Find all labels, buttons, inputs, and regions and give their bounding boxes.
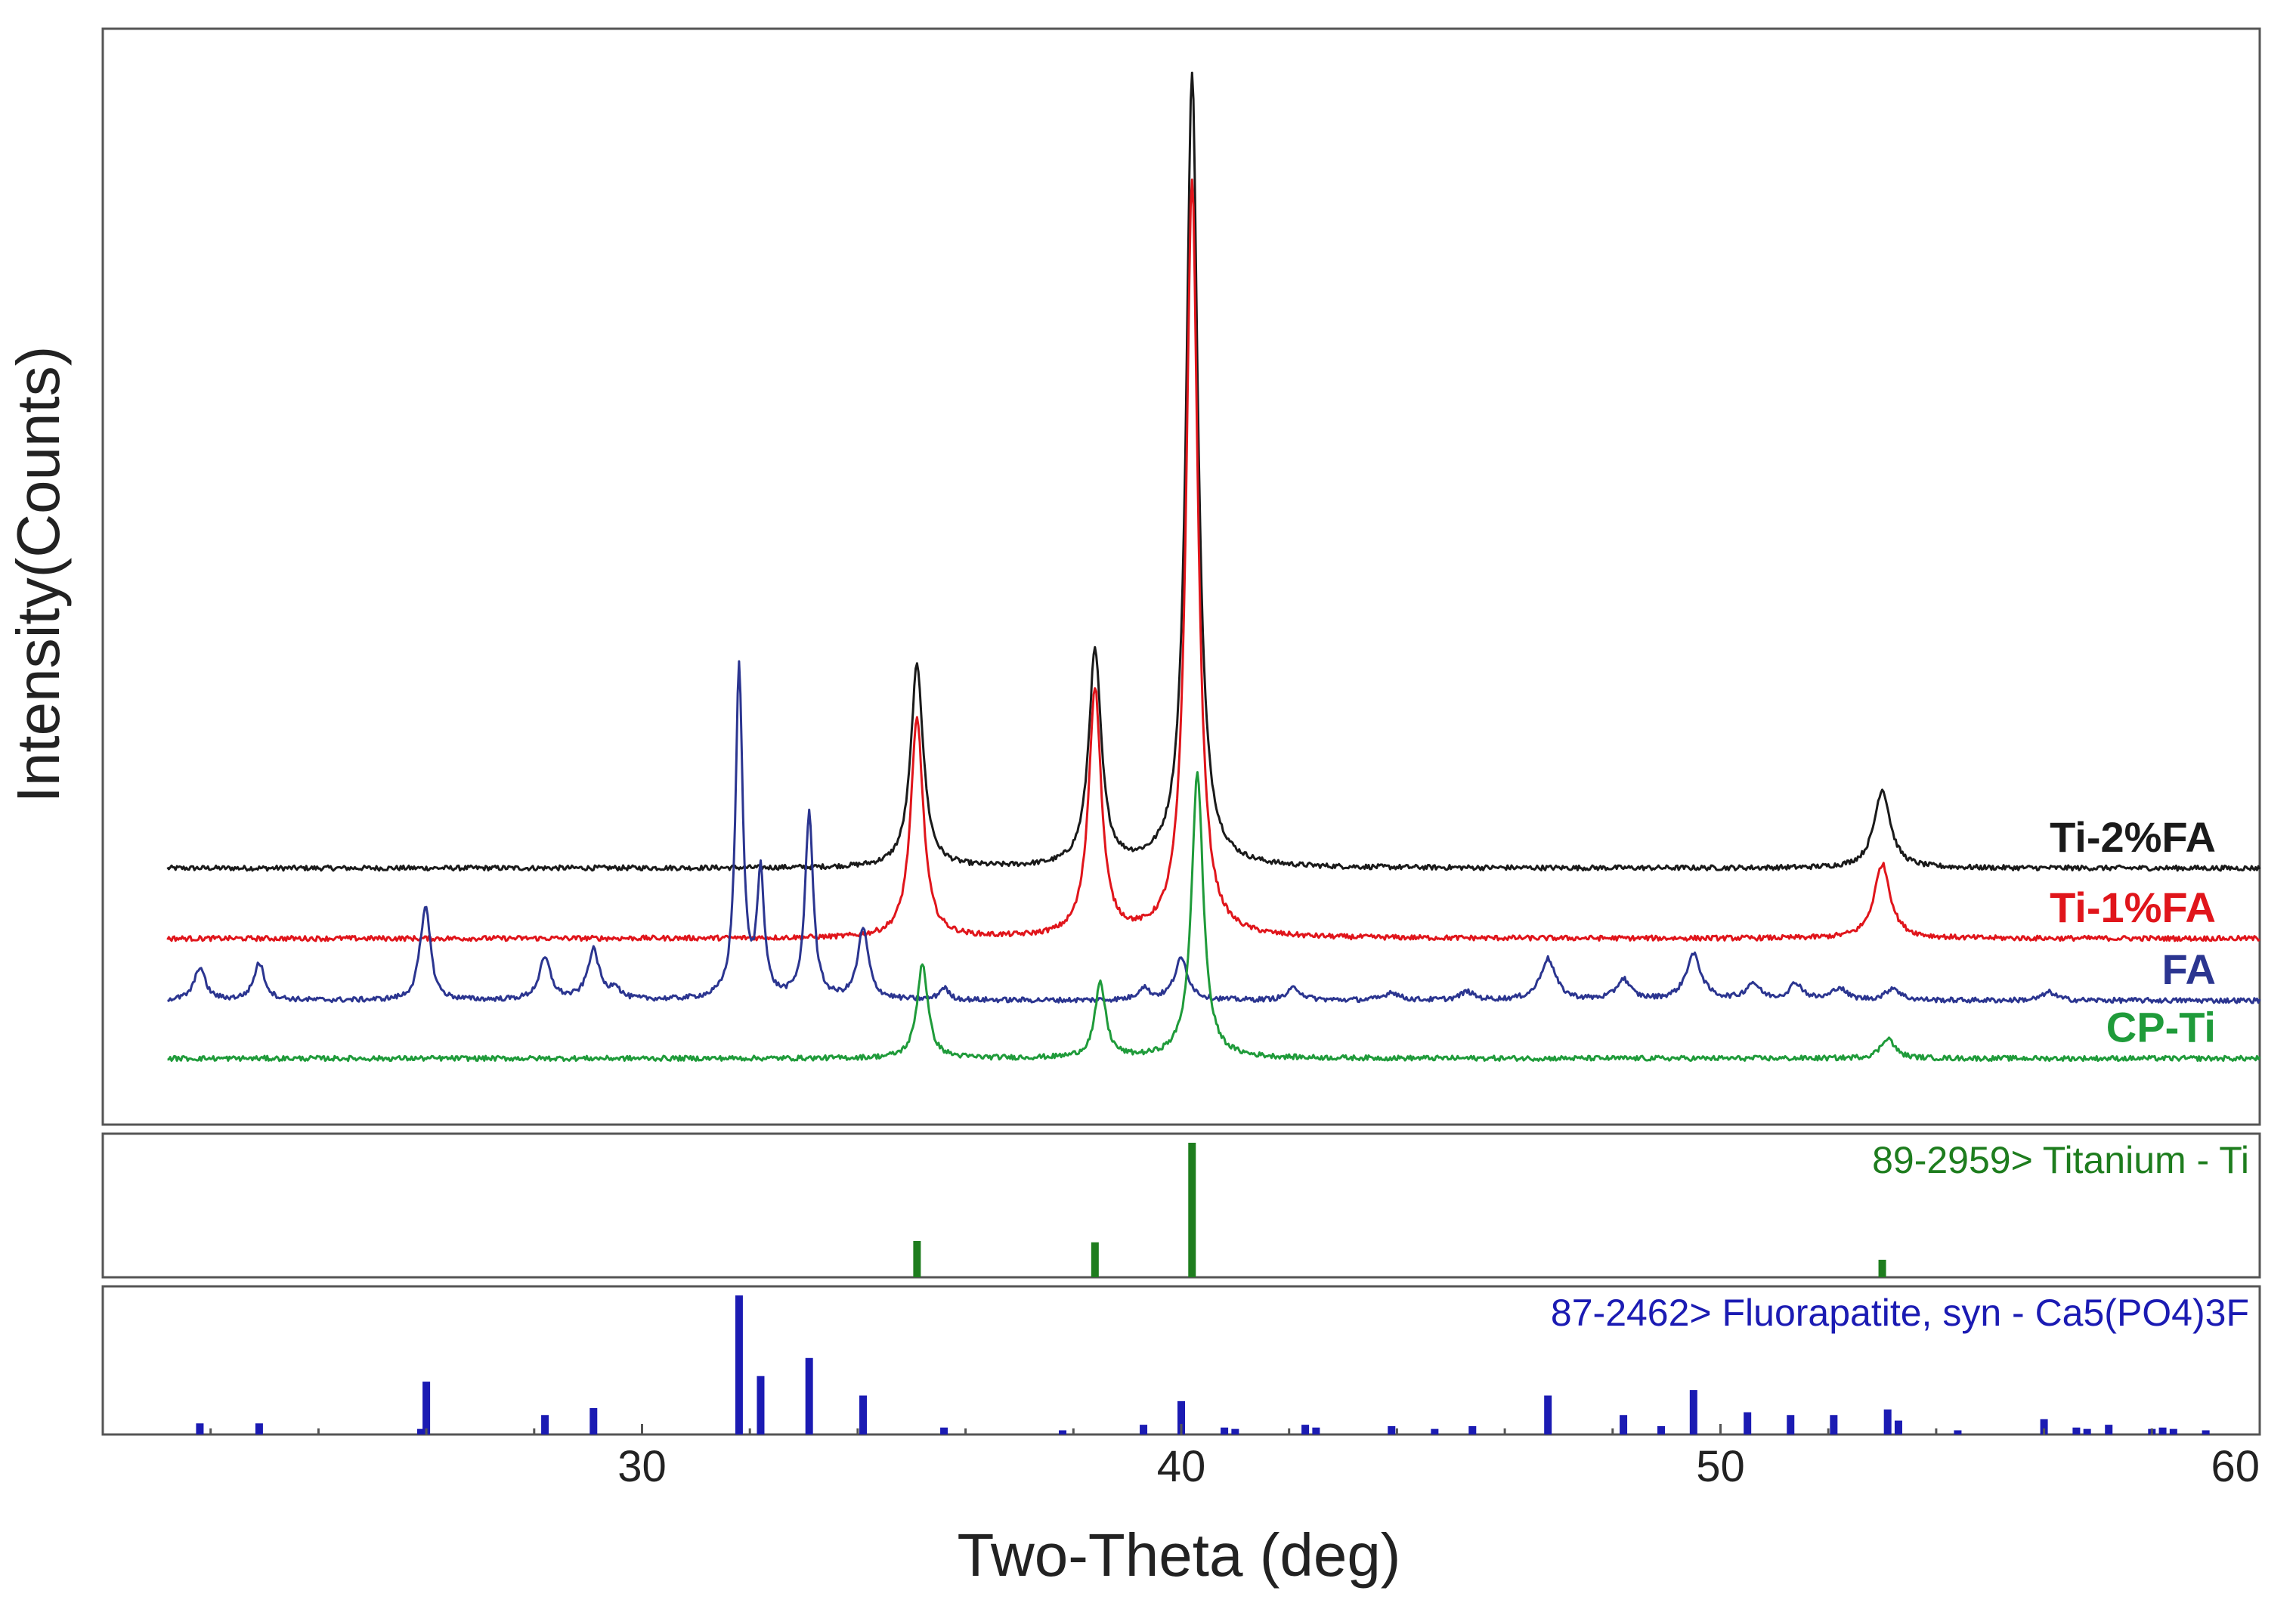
series-line-ti-1-fa [166,178,2260,942]
reference-line [1091,1242,1099,1277]
reference-line [1140,1425,1148,1434]
reference-line [2105,1425,2113,1434]
reference-line [2072,1427,2081,1434]
reference-line [589,1408,598,1434]
reference-line [1431,1428,1439,1434]
reference-line [1544,1395,1552,1434]
reference-line [2083,1428,2091,1434]
reference-line [1301,1425,1310,1434]
reference-line [1059,1430,1067,1434]
reference-line [196,1423,204,1434]
reference-line [859,1395,868,1434]
series-line-cp-ti [167,771,2261,1063]
reference-line [1657,1425,1666,1434]
reference-line [541,1415,549,1434]
x-tick-label: 50 [1696,1442,1745,1491]
reference-line [940,1427,948,1434]
series-label-ti-2-fa: Ti-2%FA [2050,813,2216,861]
series-label-ti-1-fa: Ti-1%FA [2050,884,2216,931]
series-labels: Ti-2%FA Ti-1%FA FA CP-Ti [2050,813,2216,1051]
reference-line [1177,1400,1185,1434]
x-tick-label: 30 [617,1442,667,1491]
reference-patterns: 89-2959> Titanium - Ti 87-2462> Fluorapat… [196,1139,2249,1434]
reference-line [1787,1415,1795,1434]
x-axis-title: Two-Theta (deg) [958,1521,1401,1589]
ti-reference-frame [101,1132,2261,1279]
x-axis: 30 40 50 60 [209,1424,2261,1491]
reference-line [1830,1415,1838,1434]
reference-line [1689,1390,1697,1434]
reference-line [1894,1420,1902,1434]
reference-line [805,1357,813,1434]
reference-line [1468,1425,1477,1434]
series-line-fa [167,660,2261,1004]
reference-line [1954,1430,1962,1434]
reference-line [1221,1427,1229,1434]
reference-line [1312,1427,1320,1434]
reference-line [757,1376,765,1434]
diffraction-traces [166,71,2261,1063]
reference-line [2202,1430,2210,1434]
reference-line [1231,1428,1239,1434]
reference-line [1188,1143,1196,1277]
reference-line [735,1295,743,1434]
reference-line [2169,1428,2177,1434]
series-label-cp-ti: CP-Ti [2106,1003,2216,1051]
reference-line [255,1423,263,1434]
series-label-fa: FA [2161,945,2216,993]
reference-line [422,1382,431,1434]
series-line-ti-2-fa [166,71,2261,872]
reference-line [1878,1259,1886,1277]
reference-line [1620,1415,1628,1434]
x-tick-label: 60 [2211,1442,2260,1491]
y-axis-title: Intensity(Counts) [5,346,72,803]
x-tick-label: 40 [1157,1442,1206,1491]
reference-label-fluorapatite: 87-2462> Fluorapatite, syn - Ca5(PO4)3F [1551,1292,2249,1334]
reference-line [416,1428,425,1434]
main-plot-frame [101,27,2261,1126]
reference-line [1883,1409,1892,1434]
reference-line [2040,1419,2048,1434]
reference-line [2158,1427,2167,1434]
reference-line [913,1240,921,1277]
reference-line [1388,1425,1396,1434]
reference-line [1744,1412,1752,1434]
reference-label-titanium: 89-2959> Titanium - Ti [1872,1139,2249,1181]
